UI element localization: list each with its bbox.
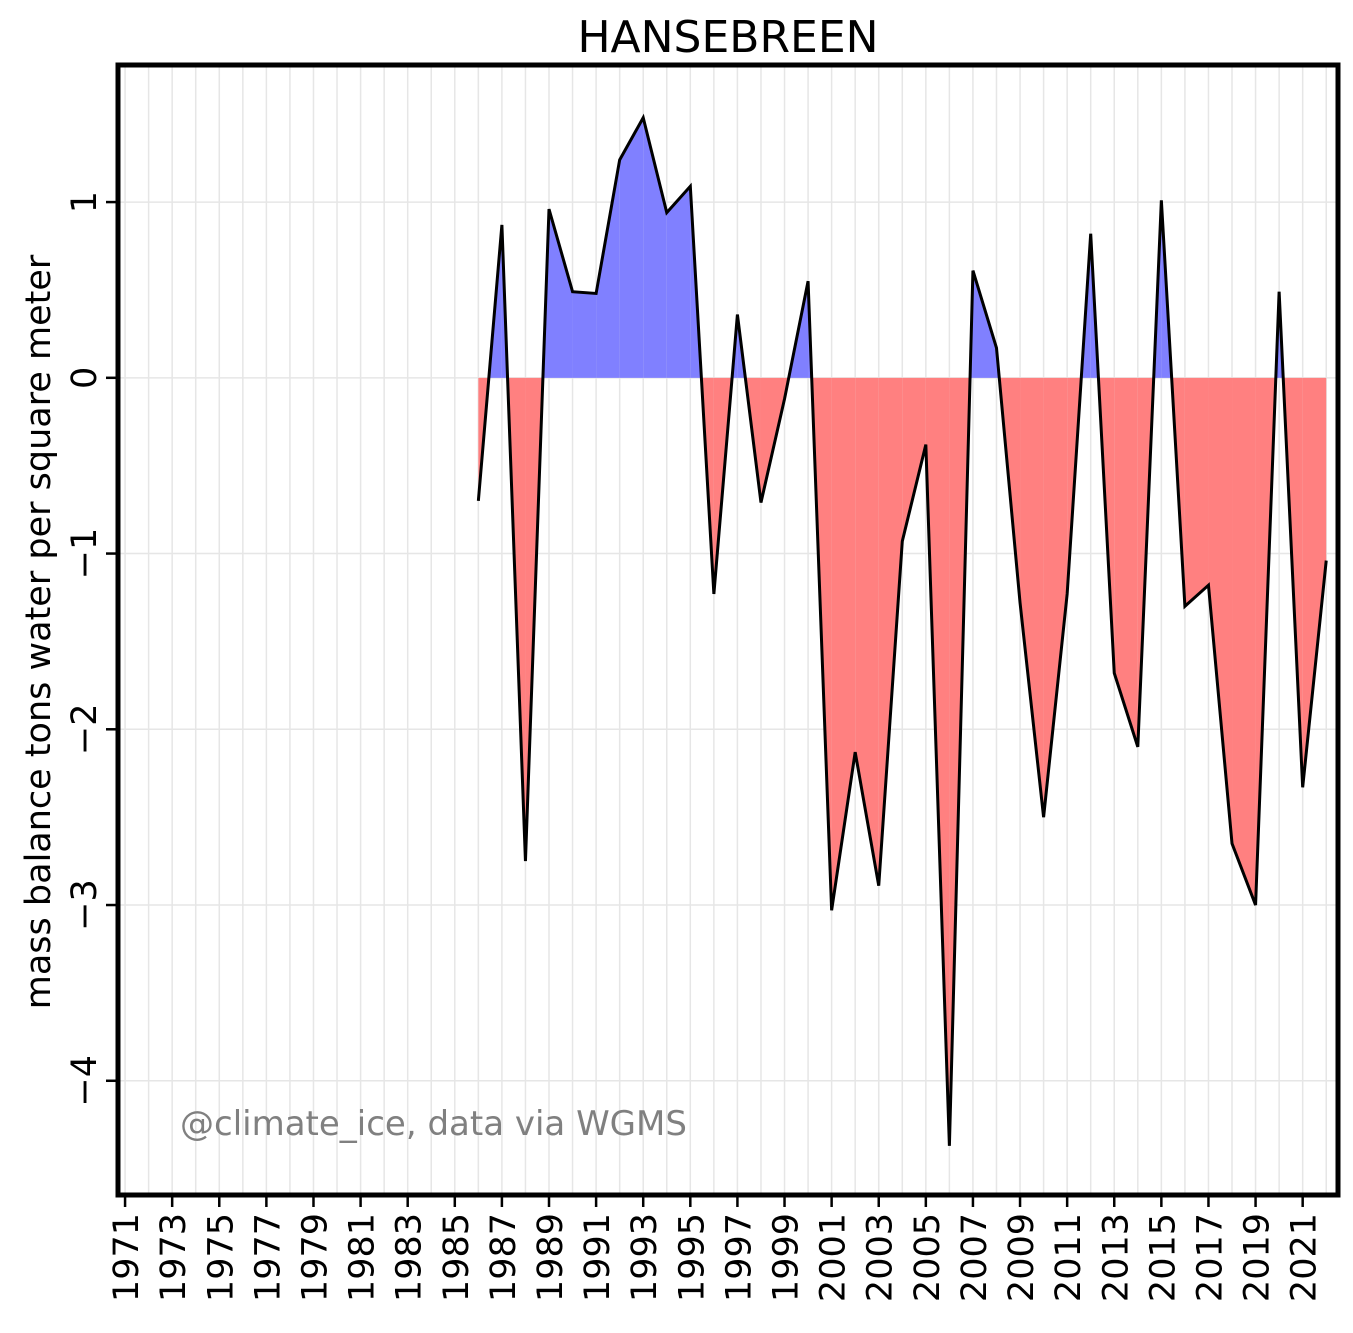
series-line [476, 113, 1328, 1146]
x-tick-label: 1987 [484, 1213, 524, 1302]
area-fill-positive [572, 291, 597, 378]
area-fill-negative [1043, 377, 1068, 818]
area-fill-positive [666, 186, 691, 378]
x-tick-label: 2015 [1143, 1213, 1183, 1302]
x-tick-label: 1983 [390, 1213, 430, 1302]
x-tick-label: 2017 [1190, 1213, 1230, 1302]
x-tick-label: 2003 [861, 1213, 901, 1302]
x-tick-label: 1977 [248, 1213, 288, 1302]
x-tick-label: 1993 [625, 1213, 665, 1302]
x-tick-label: 1971 [107, 1213, 147, 1302]
area-fill-positive [549, 209, 573, 378]
x-tick-label: 1991 [578, 1213, 618, 1302]
x-tick-label: 1979 [295, 1213, 335, 1302]
area-fill-negative [1114, 377, 1138, 747]
x-axis-ticks: 1971 1973 1975 1977 1979 1981 1983 1985 1987 1989… [107, 1195, 1325, 1302]
x-tick-label: 2011 [1049, 1213, 1089, 1302]
y-axis-ticks: −4 −3 −2 −1 0 1 [65, 191, 118, 1107]
x-tick-label: 1989 [531, 1213, 571, 1302]
x-tick-label: 2013 [1096, 1213, 1136, 1302]
area-fill-positive [643, 117, 667, 378]
plot-frame [115, 62, 1341, 1198]
x-tick-label: 1999 [767, 1213, 807, 1302]
chart-title: HANSEBREEN [577, 12, 878, 63]
x-tick-label: 2009 [1002, 1213, 1042, 1302]
area-fill-negative [1232, 377, 1256, 906]
x-tick-label: 2021 [1285, 1213, 1325, 1302]
x-tick-label: 1985 [437, 1213, 477, 1302]
source-annotation: @climate_ice, data via WGMS [180, 1104, 687, 1144]
y-tick-label: −3 [65, 879, 105, 931]
series-line-group [476, 113, 1328, 1146]
area-fill-positive [596, 159, 620, 378]
area-fill-negative [831, 377, 856, 911]
y-tick-label: −4 [65, 1055, 105, 1107]
area-fill-negative [1020, 377, 1044, 818]
x-tick-label: 1973 [154, 1213, 194, 1302]
x-tick-label: 2019 [1238, 1213, 1278, 1302]
area-fill-negative [1302, 377, 1327, 788]
y-tick-label: −1 [65, 528, 105, 580]
grid-lines [118, 65, 1338, 1195]
x-tick-label: 1995 [672, 1213, 712, 1302]
x-tick-label: 1981 [343, 1213, 383, 1302]
x-tick-label: 2001 [814, 1213, 854, 1302]
x-tick-label: 2005 [908, 1213, 948, 1302]
area-fill-negative [855, 377, 879, 886]
area-fill-negative [902, 377, 926, 542]
y-tick-label: 1 [65, 191, 105, 213]
area-fill-negative [1208, 377, 1233, 844]
x-tick-label: 1997 [719, 1213, 759, 1302]
area-fill-negative [878, 377, 903, 886]
area-fill-positive [619, 117, 644, 378]
x-tick-label: 2007 [955, 1213, 995, 1302]
y-tick-label: 0 [65, 367, 105, 389]
area-fill-negative [1184, 377, 1209, 607]
y-axis-label: mass balance tons water per square meter [19, 254, 59, 1009]
x-tick-label: 1975 [201, 1213, 241, 1302]
area-fill-positive [972, 270, 997, 378]
y-tick-label: −2 [65, 703, 105, 755]
